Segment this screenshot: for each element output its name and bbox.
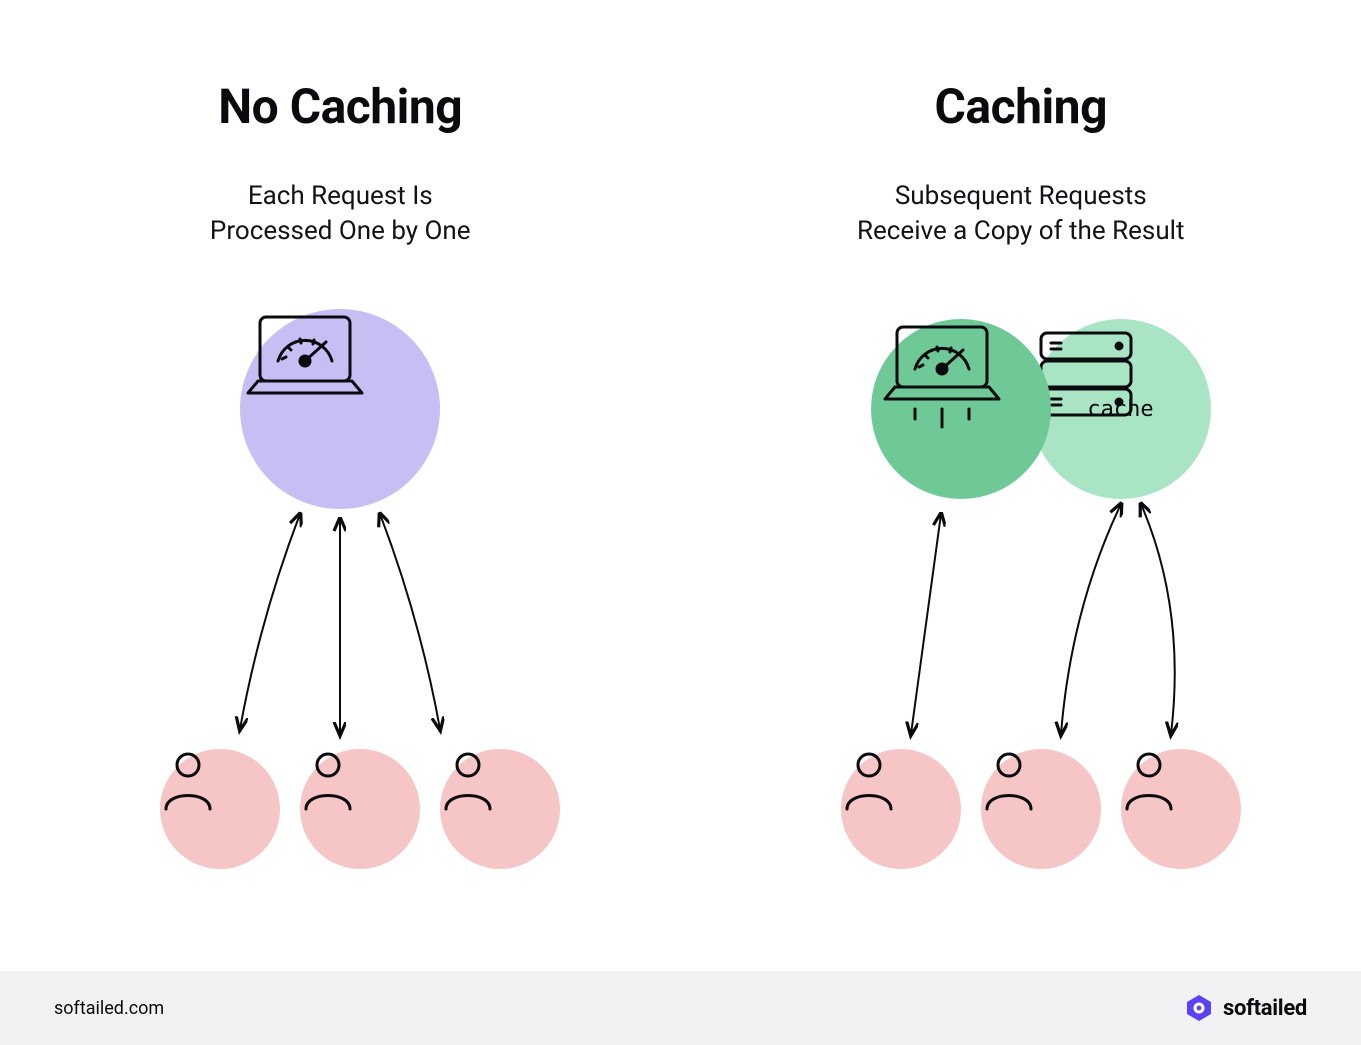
user-node xyxy=(841,749,961,869)
brand-text: softailed xyxy=(1223,996,1307,1021)
diagram-caching: cache xyxy=(681,279,1361,899)
brand-lockup: softailed xyxy=(1185,994,1307,1022)
user-node xyxy=(1121,749,1241,869)
panel-no-caching: No Caching Each Request Is Processed One… xyxy=(0,0,681,930)
panel-title: Caching xyxy=(681,78,1361,135)
panel-caching: Caching Subsequent Requests Receive a Co… xyxy=(681,0,1361,930)
user-node xyxy=(440,749,560,869)
footer-bar: softailed.com softailed xyxy=(0,971,1361,1045)
footer-url: softailed.com xyxy=(54,998,164,1019)
diagram-no-caching xyxy=(0,279,681,899)
cache-node: cache xyxy=(1031,319,1211,499)
panel-title: No Caching xyxy=(0,78,681,135)
brand-mark-icon xyxy=(1185,994,1213,1022)
panel-subtitle: Each Request Is Processed One by One xyxy=(0,179,681,249)
user-node xyxy=(160,749,280,869)
user-node xyxy=(300,749,420,869)
user-node xyxy=(981,749,1101,869)
cache-label: cache xyxy=(1087,397,1153,422)
server-node xyxy=(871,319,1051,499)
server-node xyxy=(240,309,440,509)
panel-subtitle: Subsequent Requests Receive a Copy of th… xyxy=(681,179,1361,249)
